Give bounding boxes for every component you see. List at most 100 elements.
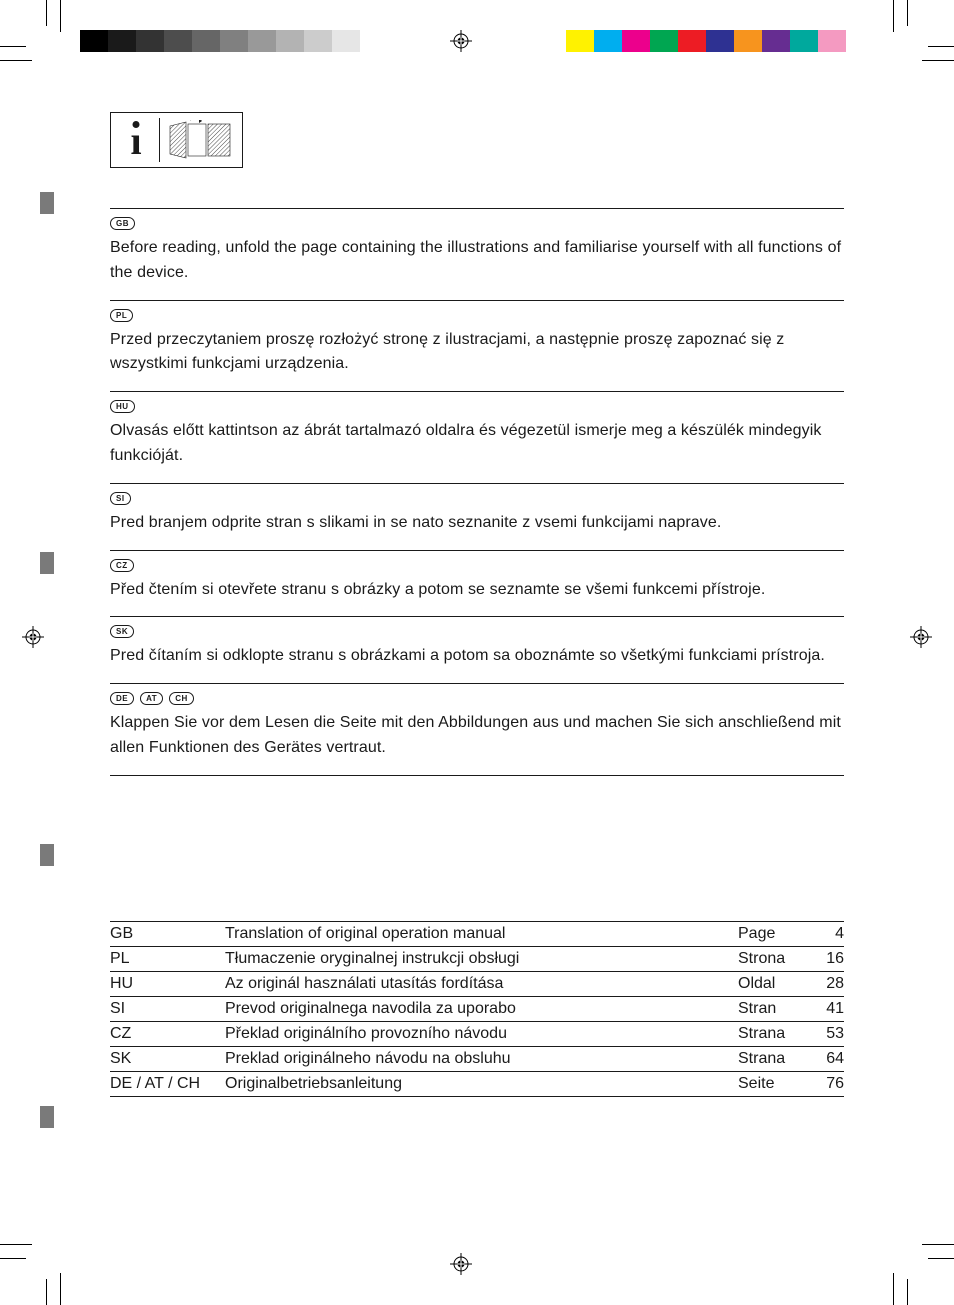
swatch: [678, 30, 706, 52]
cropmark: [928, 46, 954, 47]
swatch: [108, 30, 136, 52]
toc-row: DE / AT / CHOriginalbetriebsanleitungSei…: [110, 1071, 844, 1096]
swatch: [248, 30, 276, 52]
toc-code: DE / AT / CH: [110, 1071, 225, 1096]
language-section: CZ Před čtením si otevřete stranu s obráz…: [110, 551, 844, 618]
toc-row: HUAz originál használati utasítás fordít…: [110, 971, 844, 996]
toc-code: CZ: [110, 1021, 225, 1046]
toc-row: PLTłumaczenie oryginalnej instrukcji obs…: [110, 946, 844, 971]
toc-title: Originalbetriebsanleitung: [225, 1071, 738, 1096]
toc-row: GBTranslation of original operation manu…: [110, 921, 844, 946]
foldout-page-icon: [166, 120, 234, 160]
toc-code: GB: [110, 921, 225, 946]
registration-mark-icon: [450, 30, 472, 52]
cropmark: [0, 46, 26, 47]
toc-code: HU: [110, 971, 225, 996]
instruction-text: Przed przeczytaniem proszę rozłożyć stro…: [110, 328, 844, 378]
cropmark: [928, 1258, 954, 1259]
instruction-text: Olvasás előtt kattintson az ábrát tartal…: [110, 419, 844, 469]
instruction-text: Klappen Sie vor dem Lesen die Seite mit …: [110, 711, 844, 761]
swatch: [136, 30, 164, 52]
collation-mark: [40, 552, 54, 574]
swatch: [360, 30, 388, 52]
swatch: [762, 30, 790, 52]
cropmark: [0, 60, 32, 61]
toc-page-number: 53: [808, 1021, 844, 1046]
toc-page-word: Page: [738, 921, 808, 946]
cropmark: [922, 1244, 954, 1245]
toc-page-word: Oldal: [738, 971, 808, 996]
toc-page-word: Seite: [738, 1071, 808, 1096]
instruction-text: Před čtením si otevřete stranu s obrázky…: [110, 578, 844, 603]
toc-page-word: Strana: [738, 1046, 808, 1071]
country-badge: GB: [110, 217, 135, 230]
swatch: [304, 30, 332, 52]
toc-title: Tłumaczenie oryginalnej instrukcji obsłu…: [225, 946, 738, 971]
country-badge: AT: [140, 692, 163, 705]
instruction-text: Pred čítaním si odklopte stranu s obrázk…: [110, 644, 844, 669]
swatch: [622, 30, 650, 52]
registration-mark-icon: [450, 1253, 472, 1275]
toc-page-number: 64: [808, 1046, 844, 1071]
country-badge: CH: [169, 692, 194, 705]
swatch: [818, 30, 846, 52]
swatch: [734, 30, 762, 52]
toc-page-word: Strana: [738, 1021, 808, 1046]
swatch: [566, 30, 594, 52]
swatch: [276, 30, 304, 52]
instruction-text: Before reading, unfold the page containi…: [110, 236, 844, 286]
collation-mark: [40, 1106, 54, 1128]
language-section: GB Before reading, unfold the page contai…: [110, 208, 844, 301]
cropmark: [907, 0, 908, 26]
swatch: [650, 30, 678, 52]
cropmark: [46, 1279, 47, 1305]
cropmark: [0, 1244, 32, 1245]
language-section: SKPred čítaním si odklopte stranu s obrá…: [110, 617, 844, 684]
swatch: [706, 30, 734, 52]
instruction-text: Pred branjem odprite stran s slikami in …: [110, 511, 844, 536]
toc-title: Preklad originálneho návodu na obsluhu: [225, 1046, 738, 1071]
cropmark: [893, 0, 894, 32]
toc-page-number: 16: [808, 946, 844, 971]
toc-row: SKPreklad originálneho návodu na obsluhu…: [110, 1046, 844, 1071]
swatch: [790, 30, 818, 52]
cropmark: [893, 1273, 894, 1305]
cropmark: [60, 1273, 61, 1305]
language-section: PL Przed przeczytaniem proszę rozłożyć st…: [110, 301, 844, 393]
info-foldout-icon: ı: [110, 112, 243, 168]
swatch: [192, 30, 220, 52]
table-of-contents: GBTranslation of original operation manu…: [110, 921, 844, 1097]
country-badge: DE: [110, 692, 134, 705]
toc-page-word: Strona: [738, 946, 808, 971]
toc-page-number: 76: [808, 1071, 844, 1096]
country-badge: CZ: [110, 559, 134, 572]
swatch: [332, 30, 360, 52]
toc-page-number: 41: [808, 996, 844, 1021]
grayscale-swatches: [80, 30, 388, 52]
cropmark: [907, 1279, 908, 1305]
cropmark: [46, 0, 47, 26]
registration-mark-icon: [22, 626, 44, 648]
cropmark: [922, 60, 954, 61]
toc-row: CZPřeklad originálního provozního návodu…: [110, 1021, 844, 1046]
color-swatches: [566, 30, 874, 52]
swatch: [164, 30, 192, 52]
swatch: [846, 30, 874, 52]
toc-page-number: 28: [808, 971, 844, 996]
cropmark: [0, 1258, 26, 1259]
country-badge: HU: [110, 400, 135, 413]
country-badge: PL: [110, 309, 133, 322]
toc-title: Prevod originalnega navodila za uporabo: [225, 996, 738, 1021]
toc-code: SI: [110, 996, 225, 1021]
toc-code: PL: [110, 946, 225, 971]
toc-row: SIPrevod originalnega navodila za uporab…: [110, 996, 844, 1021]
swatch: [594, 30, 622, 52]
toc-title: Az originál használati utasítás fordítás…: [225, 971, 738, 996]
toc-title: Translation of original operation manual: [225, 921, 738, 946]
language-section: HU Olvasás előtt kattintson az ábrát tart…: [110, 392, 844, 484]
swatch: [220, 30, 248, 52]
collation-mark: [40, 192, 54, 214]
toc-title: Překlad originálního provozního návodu: [225, 1021, 738, 1046]
toc-page-word: Stran: [738, 996, 808, 1021]
cropmark: [60, 0, 61, 32]
